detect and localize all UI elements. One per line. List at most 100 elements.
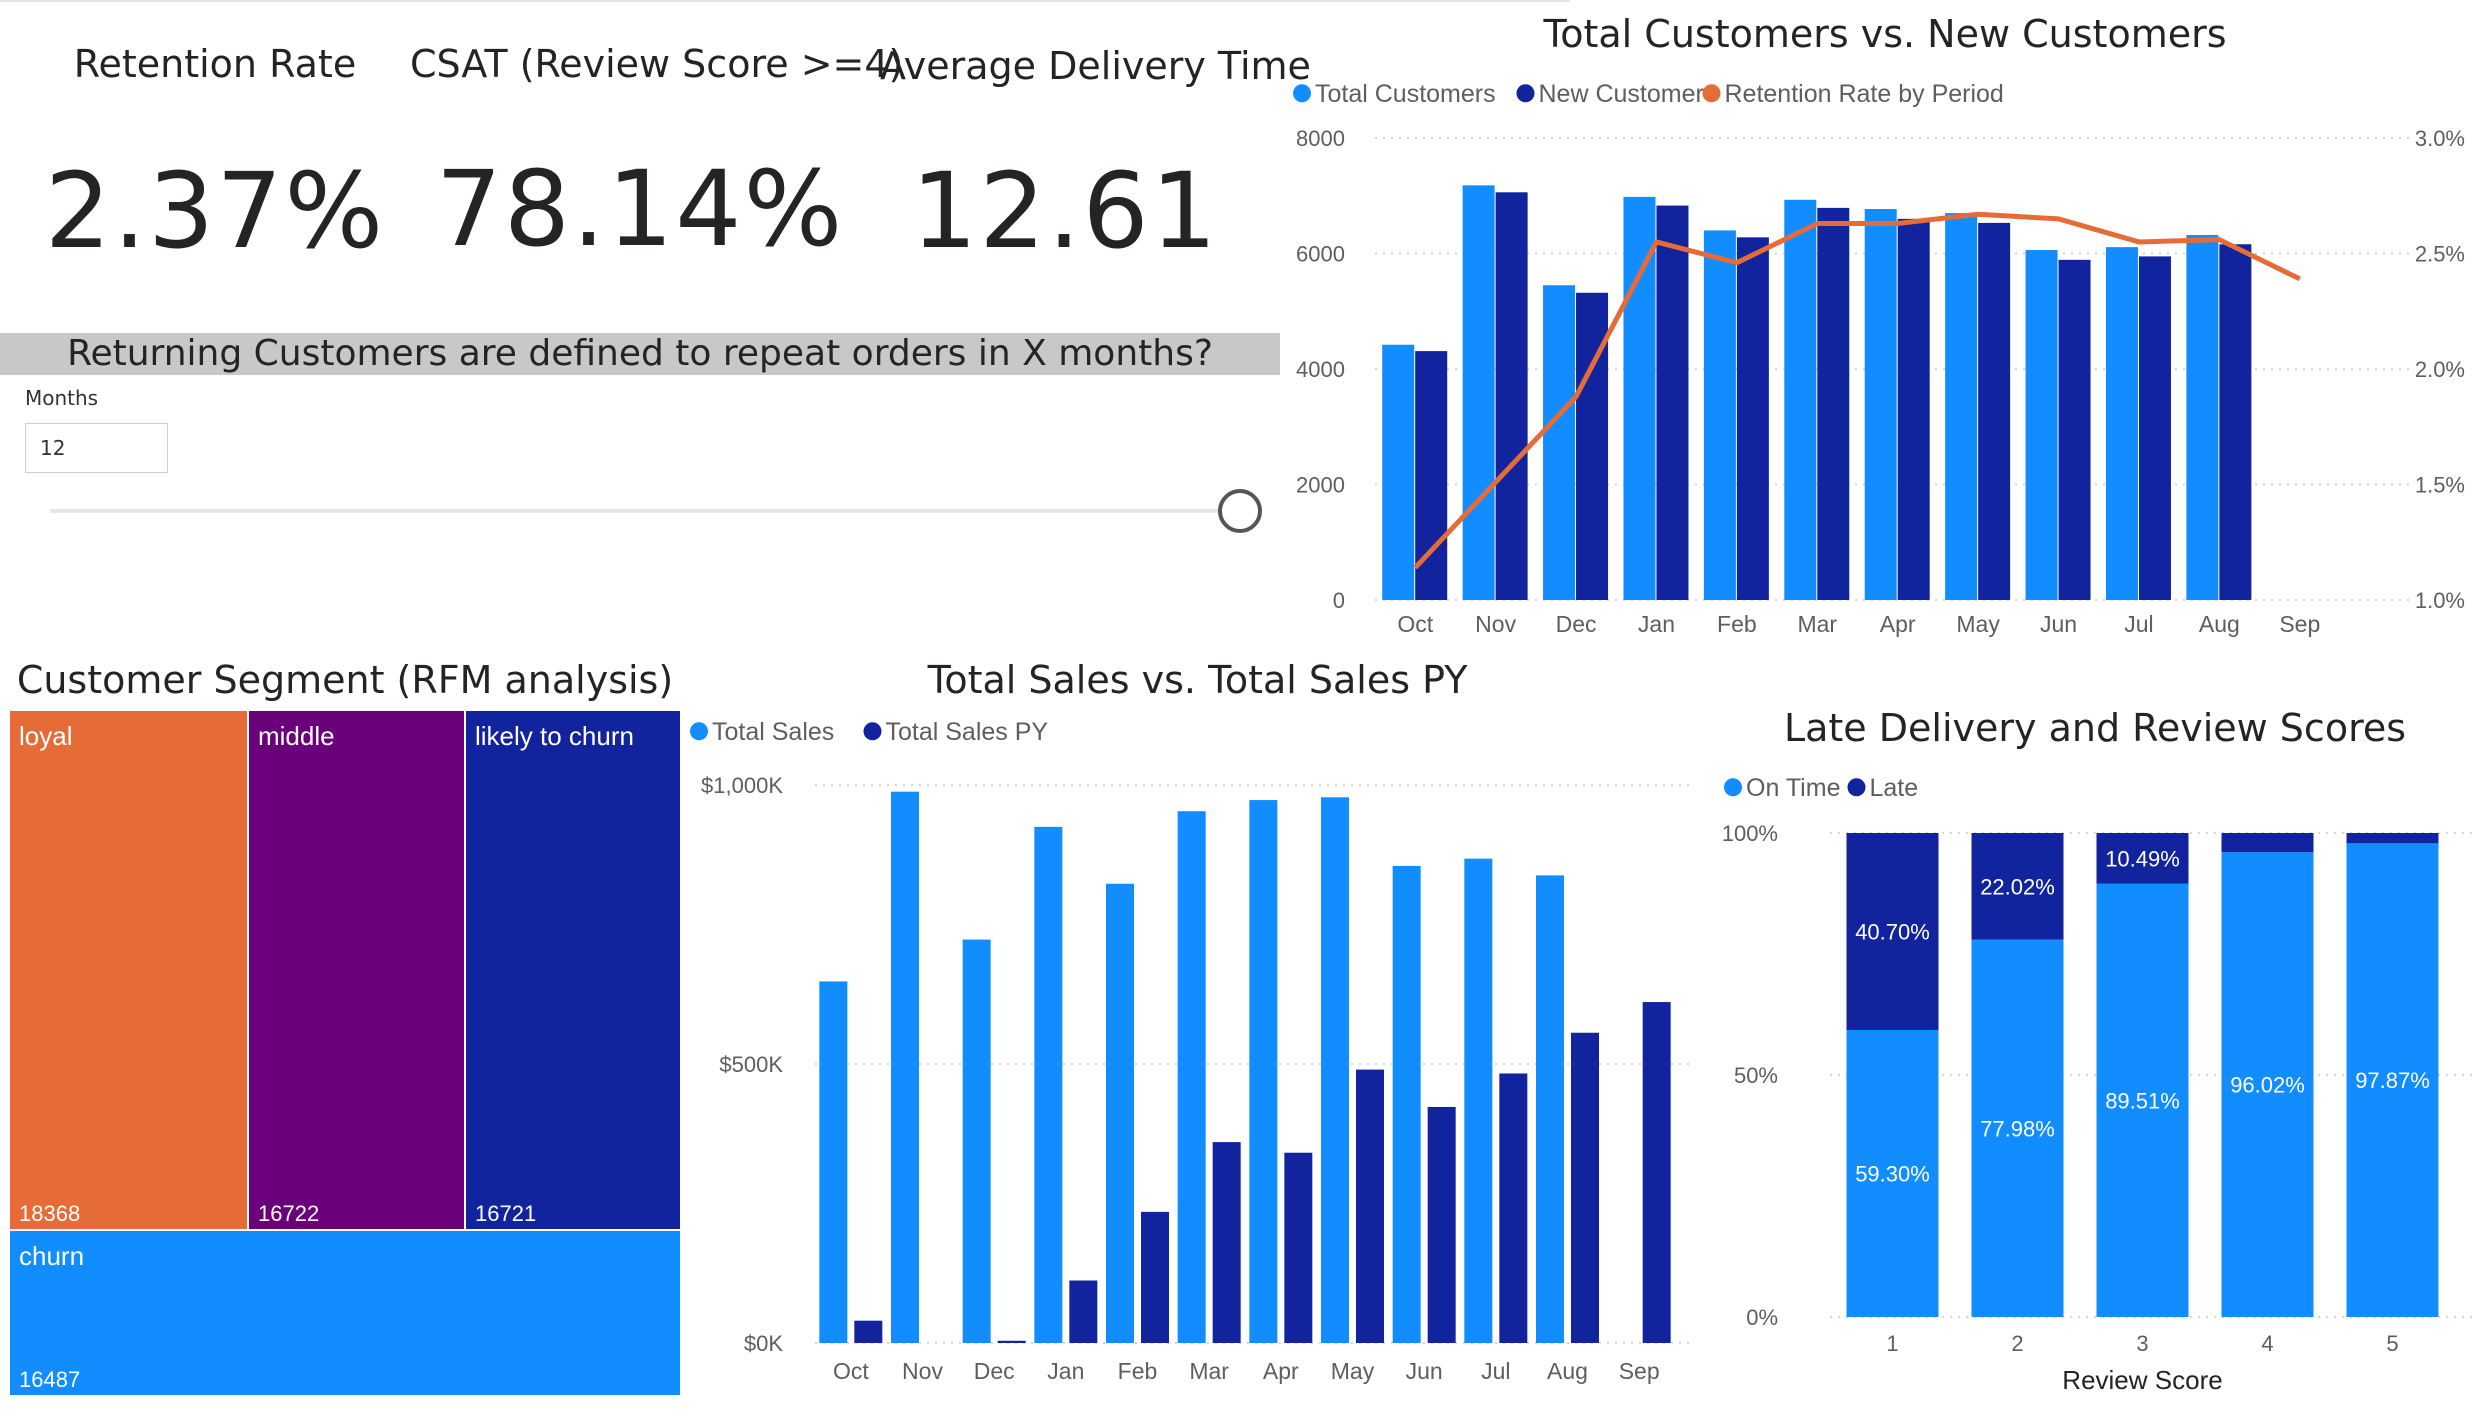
- bar-total-sales: [819, 981, 848, 1343]
- bar-total-sales: [1034, 826, 1063, 1343]
- x-tick-label: 2: [2011, 1331, 2023, 1356]
- kpi-retention-title: Retention Rate: [73, 42, 357, 86]
- bar-new-customer: [1736, 237, 1769, 600]
- x-tick-label: Jan: [1047, 1358, 1084, 1384]
- x-tick-label: 4: [2261, 1331, 2273, 1356]
- bar-total-sales-py: [1069, 1280, 1098, 1343]
- bar-total-sales-py: [1141, 1211, 1169, 1343]
- months-slider-track[interactable]: [50, 509, 1240, 513]
- data-label: 97.87%: [2355, 1068, 2430, 1093]
- bar-on-time: [1846, 1029, 1939, 1317]
- bar-total-customers: [1543, 285, 1576, 600]
- bar-new-customer: [1817, 207, 1850, 600]
- x-tick-label: Jun: [1406, 1358, 1443, 1384]
- x-tick-label: Oct: [1397, 611, 1433, 637]
- bar-total-sales-py: [1356, 1069, 1384, 1343]
- x-tick-label: Feb: [1118, 1358, 1158, 1384]
- returning-customers-banner: Returning Customers are defined to repea…: [0, 333, 1280, 375]
- bar-new-customer: [1656, 205, 1689, 600]
- treemap-value: 16721: [475, 1201, 537, 1226]
- months-slider-handle[interactable]: [1218, 489, 1262, 533]
- treemap-value: 18368: [19, 1201, 81, 1226]
- legend-label: Total Sales: [712, 718, 834, 746]
- x-tick-label: 1: [1886, 1331, 1898, 1356]
- bar-total-sales: [1106, 883, 1134, 1343]
- bar-total-sales: [962, 939, 991, 1343]
- treemap-value: 16487: [19, 1367, 81, 1392]
- y2-tick-label: 2.0%: [2415, 357, 2465, 382]
- rfm-title: Customer Segment (RFM analysis): [16, 658, 674, 702]
- x-tick-label: Jun: [2040, 611, 2077, 637]
- kpi-retention-value: 2.37%: [44, 150, 386, 272]
- x-tick-label: Nov: [902, 1358, 943, 1384]
- bar-total-customers: [1703, 230, 1736, 600]
- y-tick-label: 50%: [1734, 1063, 1778, 1088]
- legend-label: Retention Rate by Period: [1725, 80, 2004, 108]
- x-tick-label: Sep: [2279, 611, 2320, 637]
- bar-late: [1971, 833, 2064, 940]
- x-tick-label: Feb: [1717, 611, 1757, 637]
- months-label: Months: [25, 386, 99, 410]
- data-label: 10.49%: [2105, 846, 2180, 871]
- bar-total-customers: [1382, 344, 1415, 600]
- sales-chart: Total Sales Total Sales PY $0K $500K $1,000K…: [690, 718, 1695, 1384]
- bar-total-customers: [1623, 196, 1656, 600]
- y-tick-label: $0K: [744, 1331, 783, 1356]
- x-tick-label: Mar: [1189, 1358, 1229, 1384]
- bar-total-customers: [2105, 247, 2138, 600]
- bar-late: [1846, 833, 1939, 1030]
- bar-total-customers: [1864, 209, 1897, 600]
- treemap-cell-middle[interactable]: middle 16722: [249, 711, 464, 1229]
- x-axis-title: Review Score: [2062, 1365, 2222, 1395]
- x-tick-label: Sep: [1619, 1358, 1660, 1384]
- legend-marker: [1516, 84, 1535, 103]
- legend-label: Total Customers: [1315, 80, 1496, 108]
- x-tick-label: Mar: [1797, 611, 1837, 637]
- y-tick-label: 0%: [1746, 1305, 1778, 1330]
- legend-marker: [1293, 84, 1311, 103]
- bar-late: [2346, 833, 2439, 844]
- legend-marker: [690, 722, 708, 741]
- data-label: 77.98%: [1980, 1116, 2055, 1141]
- x-tick-label: Jan: [1638, 611, 1675, 637]
- x-tick-label: Apr: [1880, 611, 1916, 637]
- legend-label: On Time: [1746, 774, 1840, 802]
- y2-tick-label: 1.0%: [2415, 588, 2465, 613]
- bar-on-time: [2096, 883, 2189, 1317]
- y2-tick-label: 2.5%: [2415, 242, 2465, 267]
- x-tick-label: Jul: [2124, 611, 2153, 637]
- y-tick-label: 6000: [1296, 242, 1345, 267]
- bar-total-sales: [1464, 858, 1493, 1343]
- bar-total-customers: [2025, 250, 2058, 600]
- bar-total-sales-py: [1642, 1002, 1671, 1343]
- bar-new-customer: [2138, 256, 2171, 600]
- x-tick-label: May: [1956, 611, 2000, 637]
- bar-total-sales-py: [997, 1340, 1026, 1343]
- legend-marker: [863, 722, 882, 741]
- y-tick-label: 0: [1333, 588, 1345, 613]
- treemap-cell-loyal[interactable]: loyal 18368: [10, 711, 247, 1229]
- treemap-cell-likely-to-churn[interactable]: likely to churn 16721: [466, 711, 680, 1229]
- bar-total-sales: [1321, 797, 1349, 1343]
- bar-total-sales: [1536, 875, 1564, 1343]
- bar-new-customer: [1978, 222, 2011, 600]
- bar-new-customer: [2058, 259, 2091, 600]
- treemap-label: middle: [258, 721, 335, 751]
- data-label: 89.51%: [2105, 1088, 2180, 1113]
- late-chart-title: Late Delivery and Review Scores: [1783, 706, 2407, 750]
- bar-total-sales: [1177, 811, 1206, 1343]
- bar-new-customer: [1495, 192, 1528, 600]
- treemap-value: 16722: [258, 1201, 320, 1226]
- bar-new-customer: [1897, 218, 1930, 600]
- treemap-cell-churn[interactable]: churn 16487: [10, 1231, 680, 1395]
- x-tick-label: Dec: [974, 1358, 1015, 1384]
- bar-total-sales-py: [1284, 1152, 1313, 1343]
- kpi-csat-title: CSAT (Review Score >=4): [410, 42, 904, 86]
- bar-new-customer: [2219, 244, 2252, 600]
- y-tick-label: 8000: [1296, 126, 1345, 151]
- y-tick-label: $500K: [719, 1052, 783, 1077]
- months-input[interactable]: 12: [25, 423, 168, 473]
- x-tick-label: Apr: [1263, 1358, 1299, 1384]
- bar-total-sales: [1249, 800, 1278, 1343]
- bar-total-sales: [891, 791, 919, 1343]
